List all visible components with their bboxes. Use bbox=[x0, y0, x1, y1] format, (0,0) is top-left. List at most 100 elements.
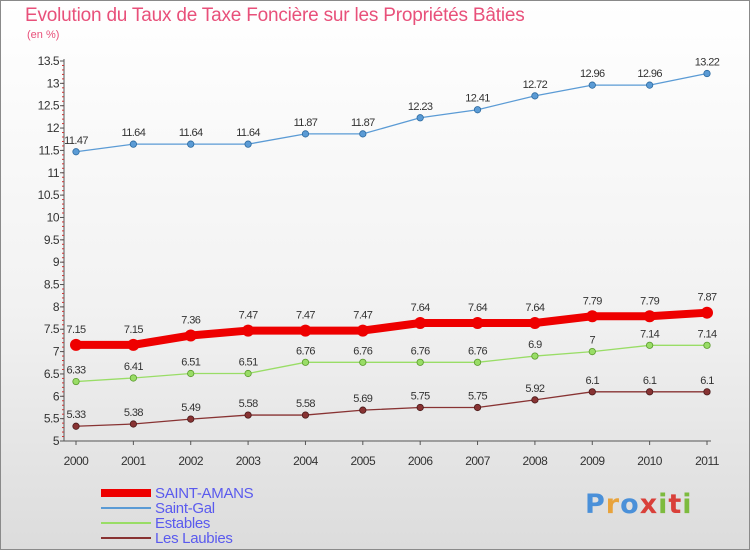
data-point bbox=[416, 114, 424, 122]
proxiti-logo: Proxiti bbox=[585, 489, 693, 520]
data-label: 7.14 bbox=[697, 328, 716, 340]
data-label: 6.1 bbox=[643, 375, 657, 387]
series-line-1 bbox=[75, 72, 708, 153]
data-point bbox=[701, 306, 713, 319]
series-line-0 bbox=[72, 308, 711, 349]
series-line-2 bbox=[75, 344, 708, 383]
y-tick-label: 12.5 bbox=[38, 99, 60, 113]
y-tick-label: 11.5 bbox=[39, 143, 60, 157]
legend-label-estables: Estables bbox=[155, 515, 211, 532]
data-point bbox=[646, 81, 654, 89]
line-chart: 5 5.5 6 6.5 7 7.5 8 8.5 9 9.5 10 10.5 11 11.5 12 12.5 13… bbox=[38, 54, 721, 468]
data-label: 6.51 bbox=[239, 356, 258, 368]
data-point bbox=[416, 358, 424, 366]
data-point bbox=[187, 140, 195, 148]
data-label: 6.9 bbox=[528, 339, 542, 351]
x-tick-label: 2005 bbox=[350, 454, 376, 468]
y-tick-label: 7.5 bbox=[44, 322, 60, 336]
x-tick-label: 2001 bbox=[121, 454, 147, 468]
data-label: 7.79 bbox=[583, 295, 602, 307]
y-tick-label: 10.5 bbox=[38, 188, 60, 202]
y-tick-label: 8 bbox=[53, 300, 60, 314]
data-label: 7.64 bbox=[411, 302, 430, 314]
data-label: 12.23 bbox=[408, 101, 433, 113]
legend-label-les-laubies: Les Laubies bbox=[155, 530, 233, 547]
data-point bbox=[586, 310, 599, 323]
data-label: 6.1 bbox=[700, 375, 714, 387]
data-point bbox=[643, 310, 656, 323]
data-label: 12.72 bbox=[523, 79, 548, 91]
logo-letter: P bbox=[585, 489, 606, 520]
legend: SAINT-AMANS Saint-Gal Estables Les Laubi… bbox=[101, 485, 361, 547]
data-label: 5.33 bbox=[66, 409, 85, 421]
data-point bbox=[301, 130, 310, 138]
data-label: 5.92 bbox=[525, 383, 544, 395]
data-point bbox=[359, 358, 367, 366]
data-point bbox=[531, 396, 539, 404]
data-point bbox=[129, 374, 137, 382]
y-tick-label: 9 bbox=[53, 255, 60, 269]
data-point bbox=[70, 338, 82, 351]
data-point bbox=[646, 341, 654, 349]
data-label: 11.64 bbox=[179, 127, 203, 139]
data-point bbox=[184, 329, 197, 342]
data-point bbox=[359, 406, 367, 414]
data-label: 6.76 bbox=[468, 345, 487, 357]
x-tick-label: 2008 bbox=[523, 454, 549, 468]
legend-item: Saint-Gal bbox=[101, 500, 361, 517]
data-label: 6.76 bbox=[411, 345, 430, 357]
y-tick-label: 5 bbox=[53, 434, 60, 448]
data-point bbox=[414, 316, 427, 329]
x-tick-label: 2010 bbox=[637, 454, 663, 468]
data-point bbox=[531, 92, 539, 100]
data-label: 11.87 bbox=[294, 117, 318, 129]
data-label: 13.22 bbox=[695, 57, 720, 69]
series-line-3 bbox=[75, 391, 708, 427]
data-point bbox=[301, 358, 310, 366]
legend-swatch-estables bbox=[101, 522, 151, 524]
data-point bbox=[127, 338, 140, 351]
legend-swatch-saint-gal bbox=[101, 507, 151, 509]
data-label: 7.47 bbox=[353, 310, 372, 322]
data-label: 6.33 bbox=[66, 365, 85, 377]
data-label: 7.64 bbox=[468, 302, 487, 314]
data-point bbox=[72, 377, 80, 386]
x-tick-label: 2006 bbox=[408, 454, 434, 468]
logo-letter: i bbox=[682, 489, 693, 520]
legend-item: SAINT-AMANS bbox=[101, 485, 361, 502]
x-tick-label: 2002 bbox=[178, 454, 204, 468]
logo-letter: o bbox=[620, 489, 640, 520]
data-point bbox=[72, 148, 80, 156]
legend-label-saint-gal: Saint-Gal bbox=[155, 500, 215, 517]
data-label: 6.76 bbox=[353, 345, 372, 357]
data-label: 6.76 bbox=[296, 345, 315, 357]
x-tick-label: 2004 bbox=[293, 454, 319, 468]
data-point bbox=[703, 69, 711, 78]
data-point bbox=[588, 81, 596, 89]
data-point bbox=[473, 106, 482, 114]
data-point bbox=[473, 403, 482, 412]
data-point bbox=[471, 316, 484, 329]
data-point bbox=[187, 369, 195, 378]
data-label: 11.47 bbox=[64, 135, 88, 147]
data-label: 11.87 bbox=[351, 117, 375, 129]
data-label: 12.41 bbox=[465, 93, 490, 105]
data-label: 11.64 bbox=[122, 127, 146, 139]
data-label: 7.15 bbox=[124, 324, 143, 336]
data-point bbox=[646, 388, 654, 396]
y-tick-label: 10 bbox=[47, 210, 60, 224]
data-label: 5.38 bbox=[124, 407, 143, 419]
data-label: 7.79 bbox=[640, 295, 659, 307]
y-tick-label: 8.5 bbox=[44, 278, 60, 292]
y-tick-label: 6.5 bbox=[44, 367, 60, 381]
data-point bbox=[242, 324, 255, 337]
data-label: 7.14 bbox=[640, 328, 659, 340]
data-point bbox=[703, 341, 711, 349]
data-point bbox=[301, 411, 310, 419]
logo-letter: i bbox=[658, 489, 669, 520]
data-point bbox=[703, 388, 711, 396]
data-label: 7.47 bbox=[296, 310, 315, 322]
y-tick-label: 13 bbox=[47, 76, 60, 90]
y-axis-unit: (en %) bbox=[27, 29, 60, 41]
data-label: 12.96 bbox=[580, 68, 605, 80]
